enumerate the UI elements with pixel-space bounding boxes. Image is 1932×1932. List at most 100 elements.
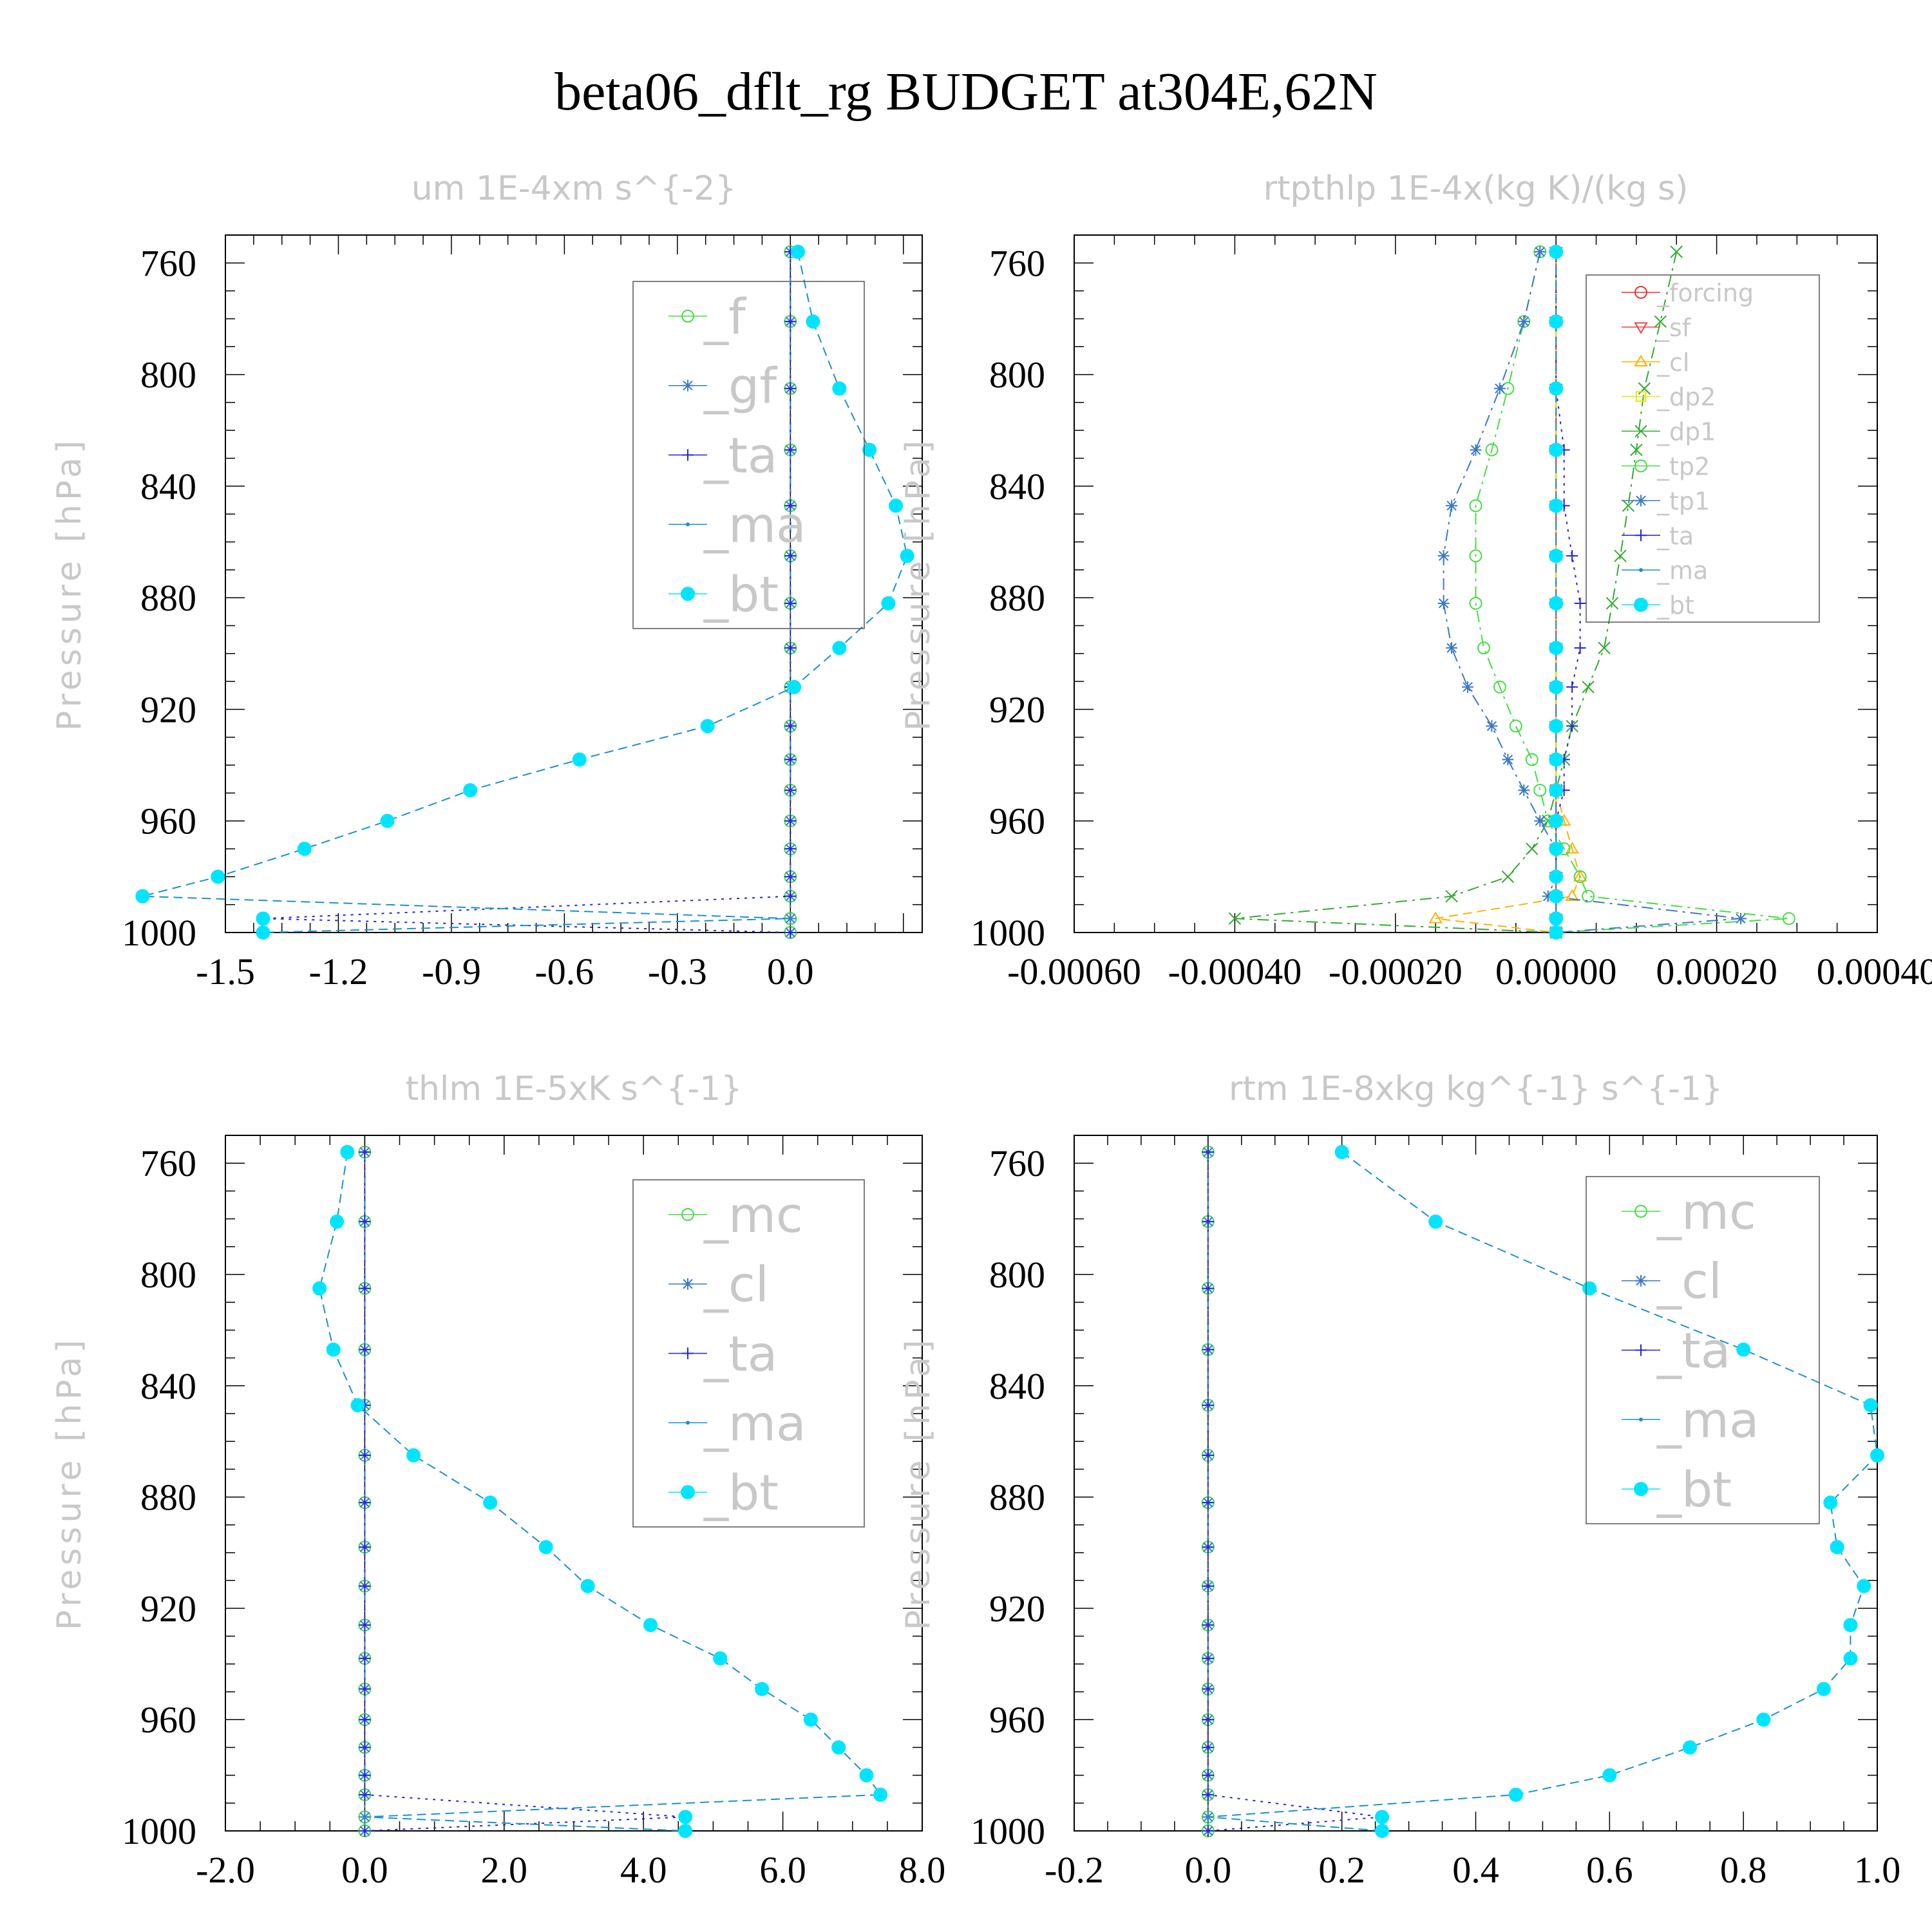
data-point	[1375, 1810, 1390, 1824]
data-point	[1870, 1448, 1884, 1463]
data-point	[1630, 443, 1643, 457]
data-point	[643, 1618, 658, 1633]
data-point	[784, 843, 797, 855]
legend-marker	[1639, 568, 1643, 573]
legend-marker	[686, 1421, 690, 1425]
data-point	[1683, 1740, 1698, 1755]
x-tick-label: 2.0	[481, 1849, 528, 1891]
data-point	[1549, 889, 1564, 904]
panel-title: um 1E-4xm s^{-2}	[412, 169, 737, 208]
x-tick-label: -0.9	[422, 951, 481, 992]
data-point	[1518, 784, 1530, 797]
legend-label: _tp1	[1656, 487, 1710, 515]
legend-label: _bt	[703, 1464, 779, 1521]
y-axis-label: Pressure [hPa]	[50, 437, 89, 731]
data-point	[1549, 869, 1564, 884]
data-point	[1437, 597, 1450, 609]
data-point	[340, 1144, 355, 1159]
data-point	[1533, 784, 1547, 797]
data-point	[862, 442, 877, 457]
data-point	[1670, 245, 1683, 258]
data-point	[359, 1343, 371, 1356]
data-point	[859, 1768, 874, 1783]
data-point	[1202, 1683, 1214, 1695]
data-point	[1573, 870, 1587, 884]
y-tick-label: 800	[140, 354, 196, 396]
data-point	[1469, 499, 1482, 513]
legend-marker	[1634, 1482, 1648, 1497]
data-point	[784, 720, 797, 732]
legend-marker	[681, 1485, 695, 1500]
legend-label: _dp1	[1656, 418, 1716, 446]
data-point	[700, 719, 715, 734]
series-line	[1207, 1151, 1383, 1832]
data-point	[1549, 783, 1564, 798]
legend-marker	[682, 1347, 694, 1359]
legend-label: _ma	[703, 1394, 806, 1452]
legend-label: _ta	[703, 1325, 777, 1383]
data-point	[1614, 549, 1627, 562]
data-point	[784, 753, 797, 766]
data-point	[1605, 597, 1619, 610]
panel-title: thlm 1E-5xK s^{-1}	[406, 1070, 743, 1108]
legend-label: _mc	[1656, 1183, 1756, 1240]
data-point	[1823, 1495, 1838, 1510]
y-tick-label: 920	[989, 688, 1045, 730]
data-point	[1446, 642, 1458, 654]
data-point	[1228, 912, 1242, 925]
data-point	[297, 842, 312, 857]
data-point	[483, 1495, 498, 1510]
data-point	[406, 1448, 421, 1463]
x-tick-label: 0.00040	[1817, 951, 1932, 992]
legend-marker	[1639, 1417, 1643, 1422]
legend-marker	[681, 1208, 694, 1221]
data-point	[1602, 1768, 1617, 1783]
data-point	[359, 1146, 371, 1158]
data-point	[1470, 444, 1482, 456]
y-tick-label: 920	[140, 688, 196, 730]
series-tp2	[1469, 245, 1795, 939]
chart-panels: um 1E-4xm s^{-2} Pressure [hPa] 760 800 840 8…	[50, 169, 1932, 1891]
legend-label: _bt	[1656, 591, 1694, 620]
legend-label: _ta	[1656, 522, 1694, 550]
legend-marker	[1634, 598, 1648, 612]
data-point	[1446, 500, 1458, 512]
data-point	[881, 596, 896, 611]
data-point	[359, 1825, 371, 1837]
data-point	[1202, 1215, 1214, 1227]
data-point	[1549, 813, 1564, 828]
data-point	[1573, 869, 1587, 882]
data-point	[1202, 1788, 1214, 1801]
data-point	[784, 444, 797, 456]
data-point	[312, 1281, 327, 1296]
legend-label: _ta	[1656, 1322, 1730, 1379]
data-point	[1843, 1618, 1858, 1633]
data-point	[1509, 719, 1522, 733]
legend-label: _gf	[703, 357, 778, 415]
x-tick-label: 0.0	[767, 951, 814, 992]
data-point	[1202, 1449, 1214, 1461]
series-line	[142, 251, 908, 933]
data-point	[831, 1740, 846, 1755]
y-tick-label: 880	[989, 577, 1045, 619]
legend-marker	[682, 449, 694, 461]
data-point	[1525, 753, 1539, 766]
data-point	[1549, 719, 1564, 734]
data-point	[1830, 1540, 1844, 1555]
series-tp1	[1437, 245, 1747, 938]
data-point	[1202, 1653, 1214, 1665]
panel-title: rtm 1E-8xkg kg^{-1} s^{-1}	[1229, 1070, 1723, 1108]
data-point	[1542, 890, 1554, 902]
x-tick-label: 8.0	[899, 1849, 946, 1891]
series-line	[1475, 251, 1789, 933]
data-point	[784, 871, 797, 883]
legend-label: _ma	[1656, 1391, 1759, 1448]
legend-marker	[1634, 322, 1648, 334]
data-point	[1202, 1399, 1214, 1412]
legend-label: _cl	[1656, 348, 1689, 377]
y-tick-label: 840	[989, 1365, 1045, 1407]
data-point	[1566, 720, 1578, 732]
x-tick-label: -0.2	[1045, 1849, 1104, 1891]
legend-label: _tp2	[1656, 452, 1710, 480]
data-point	[1428, 911, 1443, 923]
